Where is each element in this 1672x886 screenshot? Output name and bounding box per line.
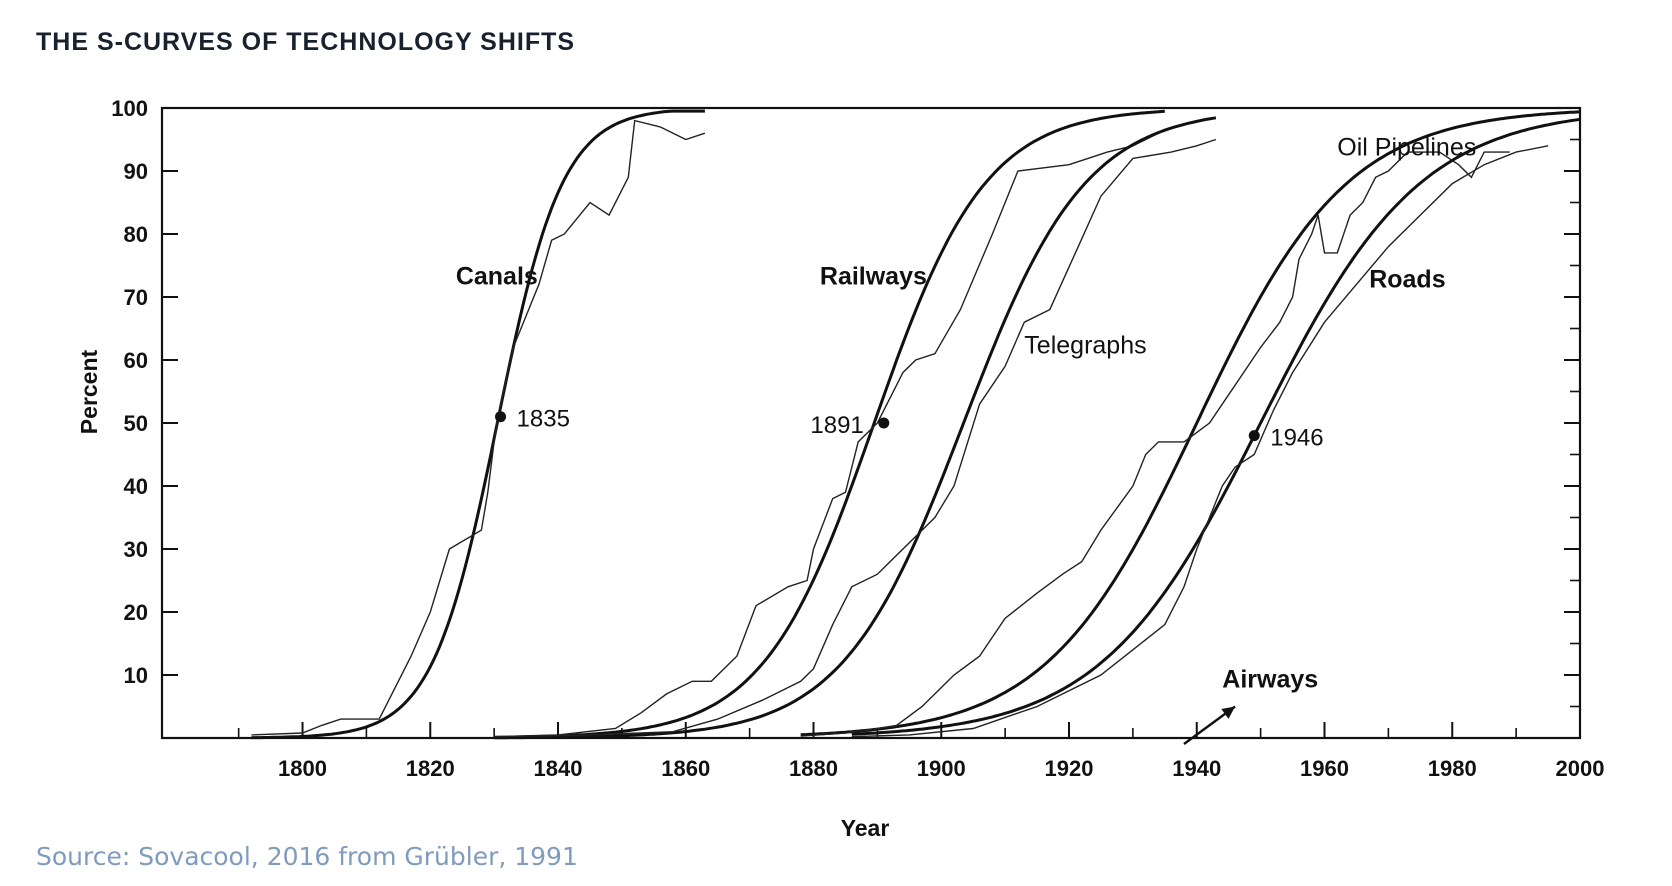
y-tick-label-90: 90 — [124, 159, 148, 184]
x-tick-label-1900: 1900 — [917, 756, 966, 781]
y-tick-label-50: 50 — [124, 411, 148, 436]
y-tick-label-60: 60 — [124, 348, 148, 373]
x-tick-label-1820: 1820 — [406, 756, 455, 781]
roads-midpoint-label: 1946 — [1270, 425, 1323, 452]
railways-observed-line — [494, 132, 1159, 738]
roads-midpoint-dot — [1248, 430, 1260, 442]
y-tick-label-70: 70 — [124, 285, 148, 310]
airways-arrow-head — [1221, 706, 1236, 719]
x-tick-label-1960: 1960 — [1300, 756, 1349, 781]
plot-frame — [160, 106, 1582, 740]
roads-label: Roads — [1369, 266, 1445, 294]
x-axis-label: Year — [841, 815, 890, 841]
canals-midpoint-dot — [495, 411, 507, 423]
railways-midpoint-dot — [878, 417, 890, 429]
x-tick-label-1800: 1800 — [278, 756, 327, 781]
y-axis-label: Percent — [76, 349, 102, 434]
canals-label: Canals — [456, 262, 538, 290]
x-axis-ticks: 1800 1820 1840 1860 1880 1900 1920 1940 1960 1980… — [237, 722, 1605, 781]
y-tick-label-40: 40 — [124, 474, 148, 499]
x-tick-label-1880: 1880 — [789, 756, 838, 781]
canals-observed-line — [251, 119, 706, 736]
y-axis-ticks: 10 20 30 40 50 60 70 80 90 100 — [111, 96, 1580, 708]
x-tick-label-1840: 1840 — [534, 756, 583, 781]
x-tick-label-1860: 1860 — [661, 756, 710, 781]
x-tick-label-2000: 2000 — [1556, 756, 1605, 781]
chart-title: THE S-CURVES OF TECHNOLOGY SHIFTS — [36, 28, 576, 56]
source-note: Source: Sovacool, 2016 from Grübler, 199… — [36, 842, 578, 871]
canals-midpoint-label: 1835 — [517, 406, 570, 433]
x-tick-label-1940: 1940 — [1172, 756, 1221, 781]
canals-fitted-curve — [251, 109, 705, 740]
airways-label: Airways — [1222, 666, 1318, 694]
y-tick-label-100: 100 — [111, 96, 148, 121]
y-tick-label-20: 20 — [124, 600, 148, 625]
y-tick-label-80: 80 — [124, 222, 148, 247]
roads-fitted-curve — [851, 117, 1581, 736]
roads-observed-line — [851, 145, 1549, 738]
telegraphs-label: Telegraphs — [1024, 332, 1146, 360]
y-tick-label-30: 30 — [124, 537, 148, 562]
railways-label: Railways — [820, 262, 927, 290]
series-labels: 1835 Canals 1891 Railways Telegraphs Oil Pipe… — [456, 133, 1476, 693]
railways-fitted-curve — [494, 109, 1165, 739]
oil-pipelines-fitted-curve — [800, 110, 1581, 737]
y-tick-label-10: 10 — [124, 663, 148, 688]
telegraphs-fitted-curve — [494, 116, 1217, 740]
oil-pipelines-observed-line — [800, 151, 1510, 737]
telegraphs-observed-line — [494, 138, 1217, 738]
railways-midpoint-label: 1891 — [810, 412, 863, 439]
x-tick-label-1920: 1920 — [1045, 756, 1094, 781]
x-tick-label-1980: 1980 — [1428, 756, 1477, 781]
series-lines — [251, 109, 1581, 745]
oil-pipelines-label: Oil Pipelines — [1337, 133, 1476, 161]
